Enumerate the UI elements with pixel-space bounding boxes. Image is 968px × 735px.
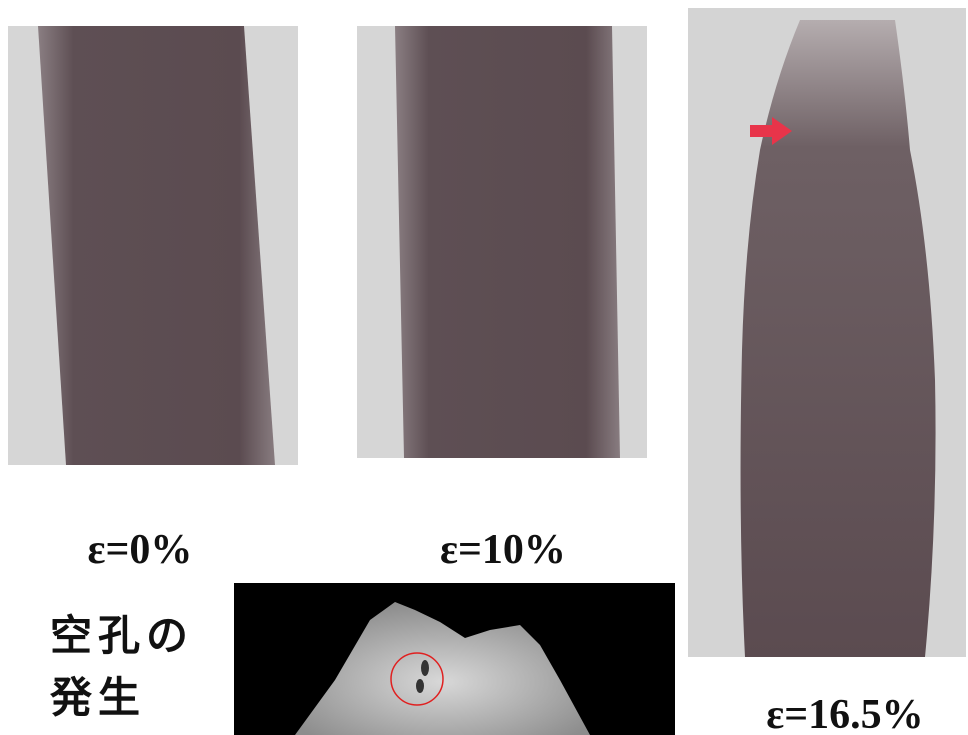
strain-label: ε=0% bbox=[88, 527, 193, 573]
xray-panel bbox=[8, 26, 298, 465]
strain-label: ε=10% bbox=[440, 527, 566, 573]
figure: ε=0% ε=10% ε=16.5% 空孔の 発生 bbox=[0, 0, 968, 735]
inset-image bbox=[234, 583, 675, 735]
xray-panel bbox=[688, 8, 966, 657]
xray-panel bbox=[357, 26, 647, 458]
caption: 空孔の bbox=[50, 611, 194, 660]
caption: 発生 bbox=[50, 673, 146, 722]
strain-label: ε=16.5% bbox=[766, 692, 923, 735]
